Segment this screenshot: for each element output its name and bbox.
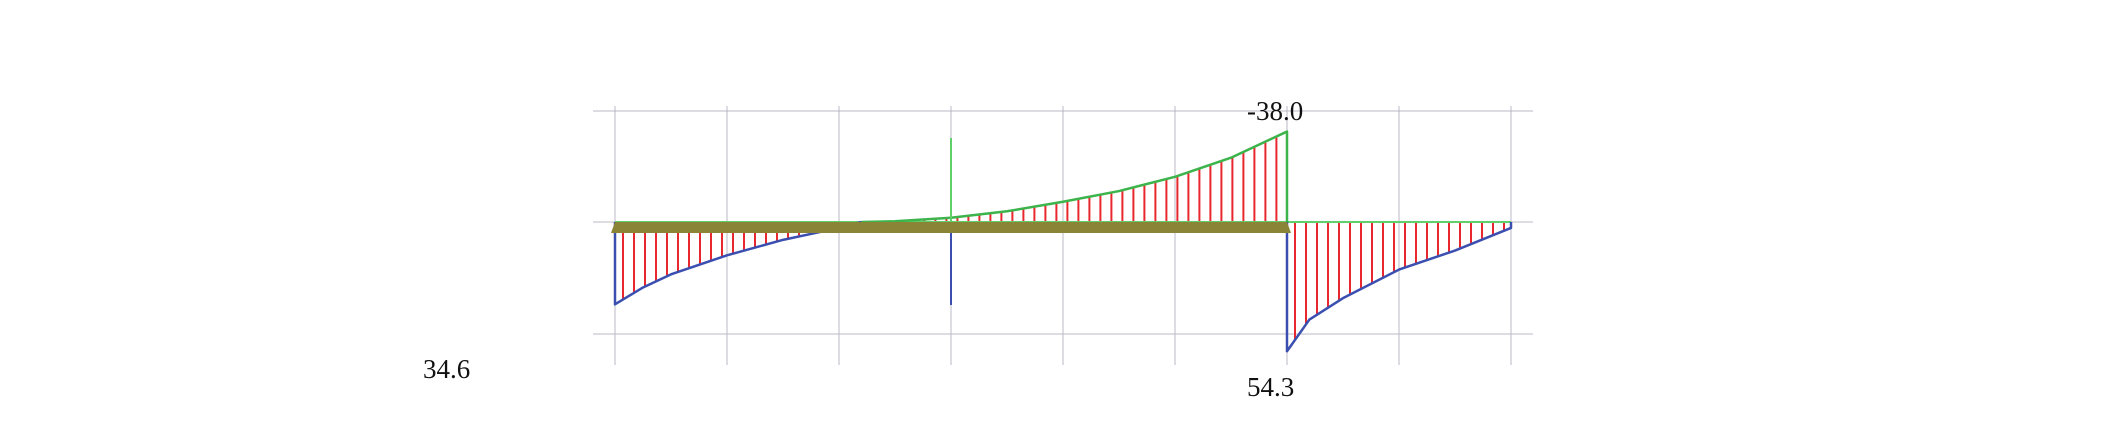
hatch-lines [622, 136, 1505, 340]
negative-outline [861, 130, 1289, 224]
beam-member [611, 222, 1291, 233]
positive-outline [613, 220, 862, 306]
positive-outline [1285, 222, 1513, 353]
value-label-left-end: 34.6 [423, 354, 470, 384]
beam-member-bar [611, 222, 1291, 233]
value-label-support-right: 54.3 [1247, 372, 1294, 402]
value-label-peak-negative: -38.0 [1247, 96, 1303, 126]
